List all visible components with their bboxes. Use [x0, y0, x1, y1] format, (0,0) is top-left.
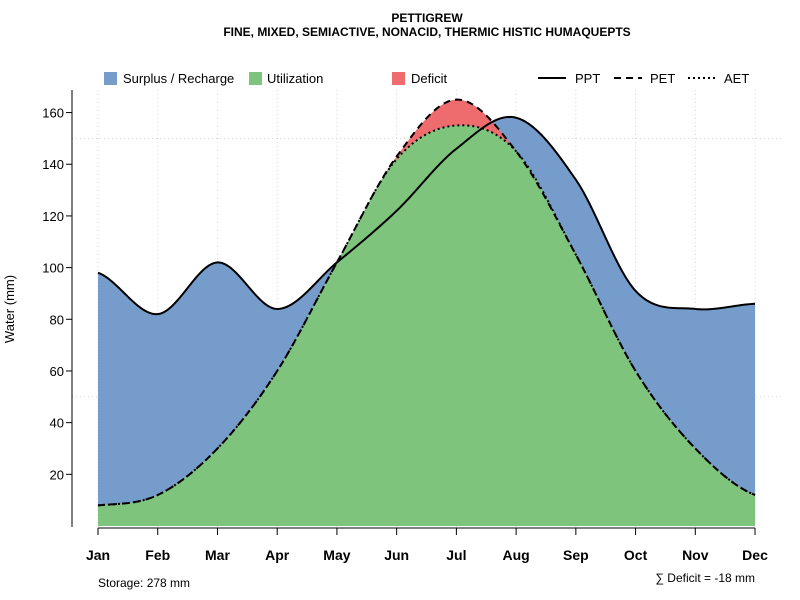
x-tick-label-jul: Jul: [446, 547, 466, 563]
line-layer: [97, 98, 756, 507]
x-tick-label-jan: Jan: [86, 547, 110, 563]
line-pet: [97, 98, 756, 507]
x-tick-label-nov: Nov: [682, 547, 709, 563]
legend-label-utilization: Utilization: [267, 71, 323, 86]
storage-annotation: Storage: 278 mm: [98, 576, 190, 590]
x-tick-label-apr: Apr: [265, 547, 290, 563]
chart-title: PETTIGREW: [391, 11, 463, 25]
x-tick-label-feb: Feb: [145, 547, 170, 563]
x-tick-label-sep: Sep: [563, 547, 589, 563]
x-tick-label-aug: Aug: [503, 547, 530, 563]
y-tick-label-40: 40: [50, 416, 64, 431]
axis-layer: 20 40 60 80 100 120 140 160 Jan Feb Mar Apr May Jun Ju…: [42, 90, 768, 563]
y-tick-label-160: 160: [42, 106, 64, 121]
legend-swatch-deficit: [392, 72, 405, 85]
y-tick-label-120: 120: [42, 209, 64, 224]
area-layer: [98, 99, 756, 527]
y-tick-label-100: 100: [42, 261, 64, 276]
deficit-annotation: ∑ Deficit = -18 mm: [655, 571, 755, 585]
legend-label-ppt: PPT: [575, 71, 600, 86]
legend-swatch-utilization: [249, 72, 262, 85]
legend-label-aet: AET: [724, 71, 749, 86]
x-tick-label-oct: Oct: [624, 547, 648, 563]
x-tick-label-dec: Dec: [742, 547, 768, 563]
y-tick-label-20: 20: [50, 467, 64, 482]
y-tick-label-60: 60: [50, 364, 64, 379]
legend-label-deficit: Deficit: [411, 71, 448, 86]
legend-swatch-surplus: [104, 72, 117, 85]
y-tick-label-140: 140: [42, 157, 64, 172]
legend-label-surplus: Surplus / Recharge: [123, 71, 234, 86]
x-tick-label-mar: Mar: [205, 547, 230, 563]
chart-subtitle: FINE, MIXED, SEMIACTIVE, NONACID, THERMI…: [223, 25, 630, 39]
y-axis-title: Water (mm): [2, 275, 17, 343]
y-tick-label-80: 80: [50, 312, 64, 327]
area-utilization: [98, 125, 756, 526]
line-ppt: [97, 115, 756, 316]
legend: Surplus / Recharge Utilization Deficit P…: [104, 71, 749, 86]
x-tick-label-may: May: [323, 547, 350, 563]
x-tick-label-jun: Jun: [384, 547, 409, 563]
legend-label-pet: PET: [650, 71, 675, 86]
